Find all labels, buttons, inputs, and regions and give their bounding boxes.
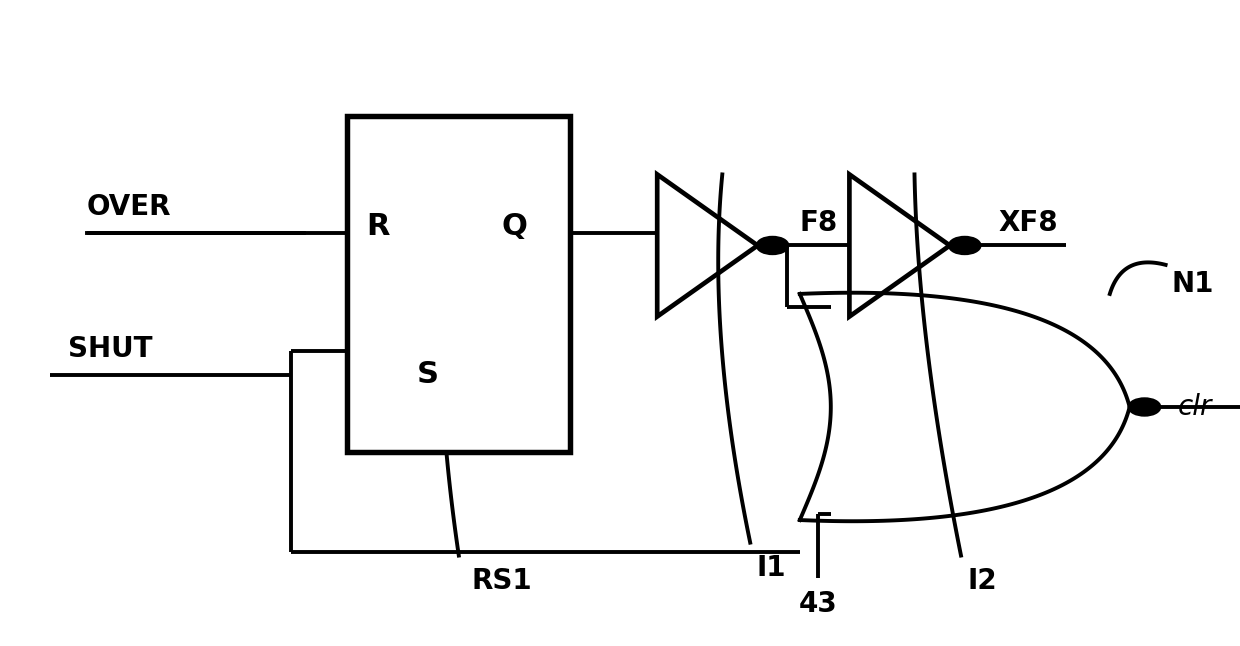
Text: R: R — [367, 212, 389, 240]
Circle shape — [1130, 399, 1159, 415]
Text: OVER: OVER — [87, 193, 171, 221]
Text: SHUT: SHUT — [68, 335, 153, 363]
Text: N1: N1 — [1172, 270, 1214, 298]
Text: 43: 43 — [799, 590, 838, 618]
Text: F8: F8 — [800, 209, 838, 237]
Bar — [347, 116, 570, 452]
Circle shape — [758, 238, 787, 253]
Text: RS1: RS1 — [471, 567, 532, 596]
Text: clr: clr — [1178, 393, 1213, 421]
Text: XF8: XF8 — [998, 209, 1058, 237]
Circle shape — [950, 238, 980, 253]
Text: I1: I1 — [756, 554, 786, 583]
Text: S: S — [417, 360, 439, 389]
Text: I2: I2 — [967, 567, 997, 596]
Text: Q: Q — [502, 212, 527, 240]
